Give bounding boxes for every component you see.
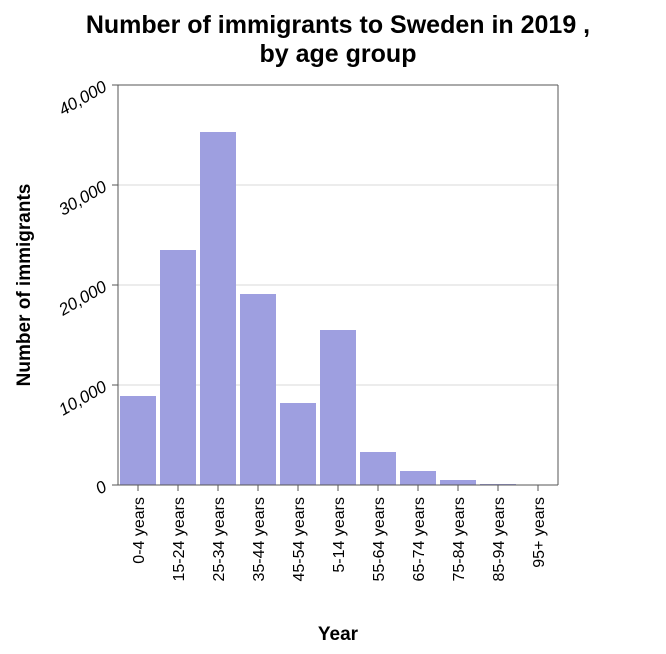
y-tick-label: 30,000 xyxy=(55,177,110,220)
x-ticks: 0-4 years 15-24 years 25-34 years 35-44 yea… xyxy=(131,485,548,582)
bar xyxy=(160,250,196,485)
bars xyxy=(120,132,556,485)
chart-title-line-2: by age group xyxy=(260,40,417,68)
bar xyxy=(360,452,396,485)
bar xyxy=(240,294,276,485)
x-tick-label: 55-64 years xyxy=(371,497,388,582)
x-tick-label: 95+ years xyxy=(531,497,548,568)
chart-title-line-1: Number of immigrants to Sweden in 2019 , xyxy=(86,11,590,39)
bar xyxy=(280,403,316,485)
y-tick-label: 10,000 xyxy=(55,377,110,420)
bar xyxy=(320,330,356,485)
x-tick-label: 25-34 years xyxy=(211,497,228,582)
x-tick-label: 75-84 years xyxy=(451,497,468,582)
x-tick-label: 35-44 years xyxy=(251,497,268,582)
x-tick-label: 45-54 years xyxy=(291,497,308,582)
x-tick-label: 0-4 years xyxy=(131,497,148,564)
bar xyxy=(440,480,476,485)
y-tick-label: 20,000 xyxy=(55,277,111,320)
x-tick-label: 15-24 years xyxy=(171,497,188,582)
x-tick-label: 85-94 years xyxy=(491,497,508,582)
bar xyxy=(120,396,156,485)
x-tick-label: 65-74 years xyxy=(411,497,428,582)
y-ticks: 0 10,000 20,000 30,000 40,000 xyxy=(55,77,118,498)
y-tick-label: 40,000 xyxy=(55,77,110,120)
y-axis-title: Number of immigrants xyxy=(14,184,35,387)
x-axis-title: Year xyxy=(318,624,359,645)
x-tick-label: 5-14 years xyxy=(331,497,348,573)
bar xyxy=(400,471,436,485)
y-tick-label: 0 xyxy=(92,477,110,498)
bar xyxy=(200,132,236,485)
